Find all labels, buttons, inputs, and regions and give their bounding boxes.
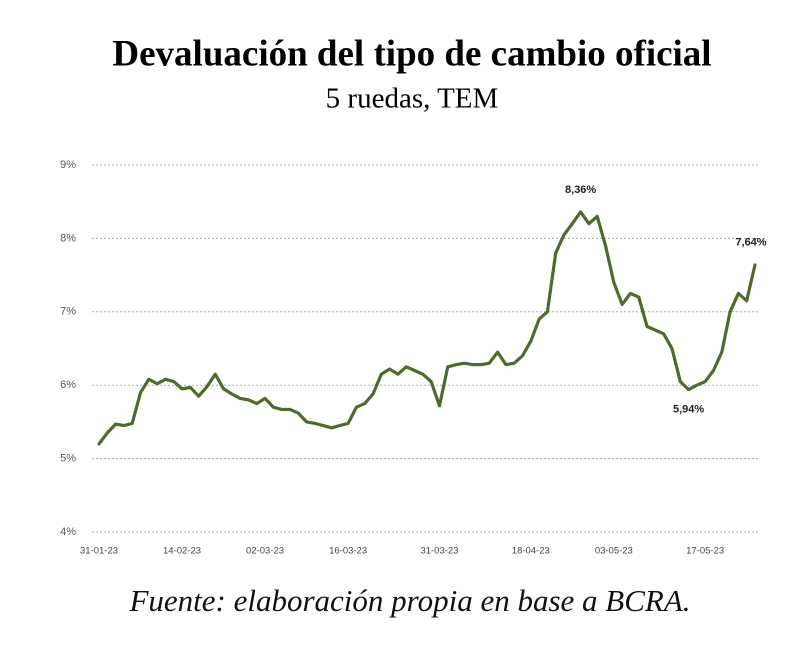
y-tick-label: 7% <box>60 306 76 318</box>
x-tick-label: 02-03-23 <box>246 546 284 557</box>
y-tick-label: 9% <box>60 159 76 171</box>
chart-title: Devaluación del tipo de cambio oficial <box>112 33 711 74</box>
x-tick-label: 18-04-23 <box>512 546 550 557</box>
line-series <box>97 210 757 446</box>
x-tick-label: 03-05-23 <box>595 546 633 557</box>
source-note: Fuente: elaboración propia en base a BCR… <box>128 583 690 618</box>
y-tick-label: 4% <box>60 526 76 538</box>
y-tick-label: 6% <box>60 379 76 391</box>
y-tick-label: 5% <box>60 453 76 465</box>
y-tick-label: 8% <box>60 232 76 244</box>
data-label: 8,36% <box>565 184 596 196</box>
x-tick-label: 31-01-23 <box>80 546 118 557</box>
x-tick-label: 17-05-23 <box>686 546 724 557</box>
chart-subtitle: 5 ruedas, TEM <box>326 83 499 115</box>
x-tick-label: 14-02-23 <box>163 546 201 557</box>
x-tick-label: 31-03-23 <box>420 546 458 557</box>
data-label: 7,64% <box>735 237 766 249</box>
data-label: 5,94% <box>673 404 704 416</box>
x-tick-label: 16-03-23 <box>329 546 367 557</box>
